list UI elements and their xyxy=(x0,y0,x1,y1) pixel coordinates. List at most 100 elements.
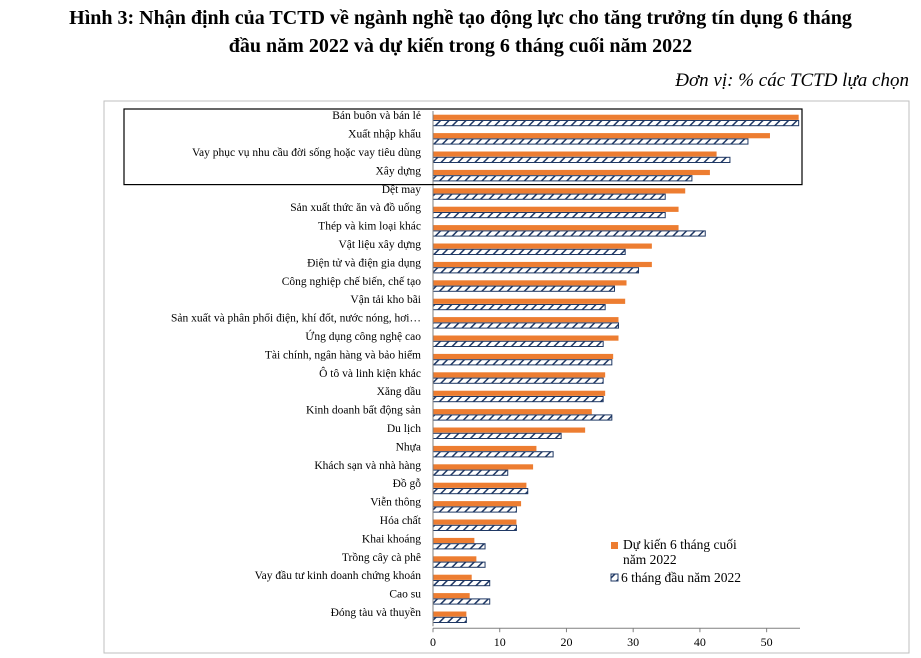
bar-actual-h1-2022 xyxy=(432,396,604,403)
category-label: Viễn thông xyxy=(370,496,421,509)
category-label: Thép và kim loại khác xyxy=(318,221,421,233)
bar-actual-h1-2022 xyxy=(432,267,640,274)
category-label: Đóng tàu và thuyền xyxy=(331,606,422,619)
category-label: Vay phục vụ nhu cầu đời sống hoặc vay ti… xyxy=(192,146,421,159)
legend-label-forecast-line-2: năm 2022 xyxy=(623,552,677,567)
x-tick-label: 50 xyxy=(761,635,773,649)
bar-actual-h1-2022 xyxy=(432,598,491,605)
category-label: Xây dựng xyxy=(375,165,421,177)
bar-actual-h1-2022 xyxy=(432,469,509,476)
bar-forecast-h2-2022 xyxy=(433,353,614,360)
bar-actual-h1-2022 xyxy=(432,561,486,568)
bar-actual-h1-2022 xyxy=(432,230,706,237)
category-label: Cao su xyxy=(389,589,421,601)
category-label: Xuất nhập khẩu xyxy=(348,128,421,141)
bar-forecast-h2-2022 xyxy=(433,243,652,249)
category-label: Dệt may xyxy=(382,184,422,196)
bar-forecast-h2-2022 xyxy=(433,298,626,304)
bar-forecast-h2-2022 xyxy=(433,464,534,470)
bar-actual-h1-2022 xyxy=(432,506,517,513)
bar-actual-h1-2022 xyxy=(432,120,800,127)
bar-forecast-h2-2022 xyxy=(433,501,522,507)
bar-actual-h1-2022 xyxy=(432,193,666,200)
bar-forecast-h2-2022 xyxy=(433,409,592,415)
bar-forecast-h2-2022 xyxy=(433,206,679,212)
bar-forecast-h2-2022 xyxy=(433,317,619,323)
bar-forecast-h2-2022 xyxy=(433,280,627,286)
bar-actual-h1-2022 xyxy=(432,414,613,421)
bar-forecast-h2-2022 xyxy=(433,133,770,139)
category-label: Trồng cây cà phê xyxy=(342,551,421,564)
legend-swatch-forecast xyxy=(611,542,618,549)
bar-forecast-h2-2022 xyxy=(433,169,710,176)
bar-actual-h1-2022 xyxy=(432,248,626,256)
x-tick-label: 20 xyxy=(560,635,572,649)
category-label: Vật liệu xây dựng xyxy=(338,239,421,251)
bar-forecast-h2-2022 xyxy=(433,611,467,617)
bar-actual-h1-2022 xyxy=(432,377,604,384)
category-label: Đồ gỗ xyxy=(393,477,422,490)
category-label: Sản xuất thức ăn và đồ uống xyxy=(290,201,421,214)
bar-actual-h1-2022 xyxy=(432,488,529,495)
bar-forecast-h2-2022 xyxy=(433,114,799,120)
bar-actual-h1-2022 xyxy=(432,359,613,366)
bar-forecast-h2-2022 xyxy=(433,372,606,378)
bar-actual-h1-2022 xyxy=(432,212,666,219)
bar-forecast-h2-2022 xyxy=(433,151,717,157)
category-label: Du lịch xyxy=(387,423,421,435)
category-label: Nhựa xyxy=(396,441,421,453)
category-label: Ứng dụng công nghệ cao xyxy=(305,329,421,343)
bar-actual-h1-2022 xyxy=(432,304,606,311)
category-label: Sản xuất và phân phối điện, khí đốt, nướ… xyxy=(171,312,421,325)
bar-actual-h1-2022 xyxy=(432,285,615,292)
bar-actual-h1-2022 xyxy=(432,322,620,329)
category-label: Bán buôn và bán lẻ xyxy=(332,110,421,122)
bar-forecast-h2-2022 xyxy=(433,537,475,544)
bar-actual-h1-2022 xyxy=(432,524,517,531)
category-label: Vận tải kho bãi xyxy=(350,294,421,306)
chart-title-line-1: Hình 3: Nhận định của TCTD về ngành nghề… xyxy=(69,7,852,29)
bar-forecast-h2-2022 xyxy=(433,188,686,194)
chart-frame xyxy=(103,100,910,654)
bar-forecast-h2-2022 xyxy=(433,335,619,341)
x-tick-label: 10 xyxy=(494,635,506,649)
category-label: Khách sạn và nhà hàng xyxy=(314,460,421,472)
bar-actual-h1-2022 xyxy=(432,616,467,623)
legend-swatch-actual xyxy=(610,573,619,582)
bar-forecast-h2-2022 xyxy=(433,261,652,268)
category-label: Hóa chất xyxy=(380,514,422,527)
bar-actual-h1-2022 xyxy=(432,543,486,550)
bar-forecast-h2-2022 xyxy=(433,390,606,396)
bar-actual-h1-2022 xyxy=(432,340,604,347)
category-label: Khai khoáng xyxy=(362,533,421,545)
category-label: Kinh doanh bất động sản xyxy=(306,404,421,417)
bar-actual-h1-2022 xyxy=(432,156,731,164)
category-label: Điện tử và điện gia dụng xyxy=(307,257,421,269)
bar-forecast-h2-2022 xyxy=(433,427,586,433)
x-tick-label: 30 xyxy=(627,635,639,649)
bar-forecast-h2-2022 xyxy=(433,445,537,452)
unit-note: Đơn vị: % các TCTD lựa chọn xyxy=(675,70,909,91)
bar-forecast-h2-2022 xyxy=(433,225,679,231)
chart-title: Hình 3: Nhận định của TCTD về ngành nghề… xyxy=(0,4,921,60)
bar-actual-h1-2022 xyxy=(432,138,749,145)
bar-forecast-h2-2022 xyxy=(433,482,527,488)
chart-title-line-2: đầu năm 2022 và dự kiến trong 6 tháng cu… xyxy=(228,35,693,57)
legend-label-actual: 6 tháng đầu năm 2022 xyxy=(621,570,741,585)
category-label: Ô tô và linh kiện khác xyxy=(319,366,421,380)
bar-actual-h1-2022 xyxy=(432,432,562,439)
bar-forecast-h2-2022 xyxy=(433,574,472,580)
category-label: Công nghiệp chế biến, chế tạo xyxy=(282,275,421,288)
category-label: Vay đầu tư kinh doanh chứng khoán xyxy=(255,569,422,582)
bar-actual-h1-2022 xyxy=(432,175,693,182)
category-label: Xăng dầu xyxy=(377,385,422,398)
highlight-box xyxy=(123,108,803,186)
category-label: Tài chính, ngân hàng và bảo hiểm xyxy=(265,348,421,361)
x-tick-label: 40 xyxy=(694,635,706,649)
bar-forecast-h2-2022 xyxy=(433,593,470,599)
bar-forecast-h2-2022 xyxy=(433,556,477,562)
bar-actual-h1-2022 xyxy=(432,451,554,458)
x-tick-label: 0 xyxy=(430,635,436,649)
bar-forecast-h2-2022 xyxy=(433,519,517,525)
bar-actual-h1-2022 xyxy=(432,580,491,587)
